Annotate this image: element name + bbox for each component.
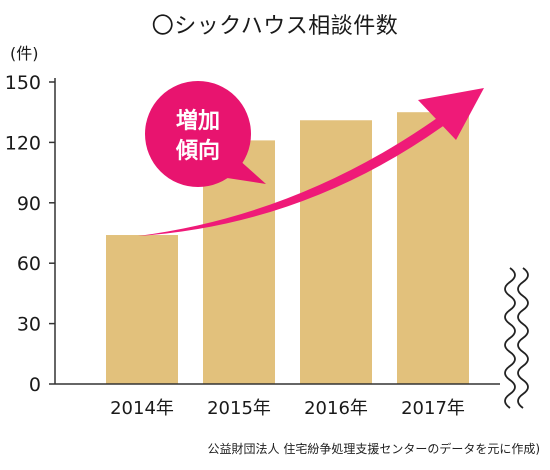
callout-text-line2: 傾向 [175,138,220,164]
y-tick-label: 120 [5,132,41,154]
y-tick-label: 90 [17,193,41,215]
bar [106,235,178,384]
x-tick-label: 2017年 [401,398,465,419]
chart-title: 〇シックハウス相談件数 [151,14,399,39]
axis-break-mark [504,267,529,409]
axis-break-line-left [504,267,516,409]
y-tick-label: 0 [29,374,41,396]
x-tick-label: 2014年 [110,398,174,419]
y-axis-unit-label: (件) [10,44,39,63]
source-note: 公益財団法人 住宅紛争処理支援センターのデータを元に作成) [207,442,541,456]
y-tick-label: 60 [17,253,41,275]
y-axis: 0 30 60 90 120 150 [5,72,56,396]
x-tick-label: 2016年 [304,398,368,419]
y-tick-label: 150 [5,72,41,94]
trend-arrow [138,88,484,236]
trend-arrowhead [418,88,484,140]
axis-break-line-right [517,267,529,409]
y-tick-label: 30 [17,314,41,336]
x-tick-label: 2015年 [207,398,271,419]
x-axis: 2014年 2015年 2016年 2017年 [55,383,500,419]
bar [300,120,372,385]
callout-circle [145,81,251,187]
bar [397,112,469,384]
callout-text-line1: 増加 [176,108,220,134]
bars [106,112,469,385]
